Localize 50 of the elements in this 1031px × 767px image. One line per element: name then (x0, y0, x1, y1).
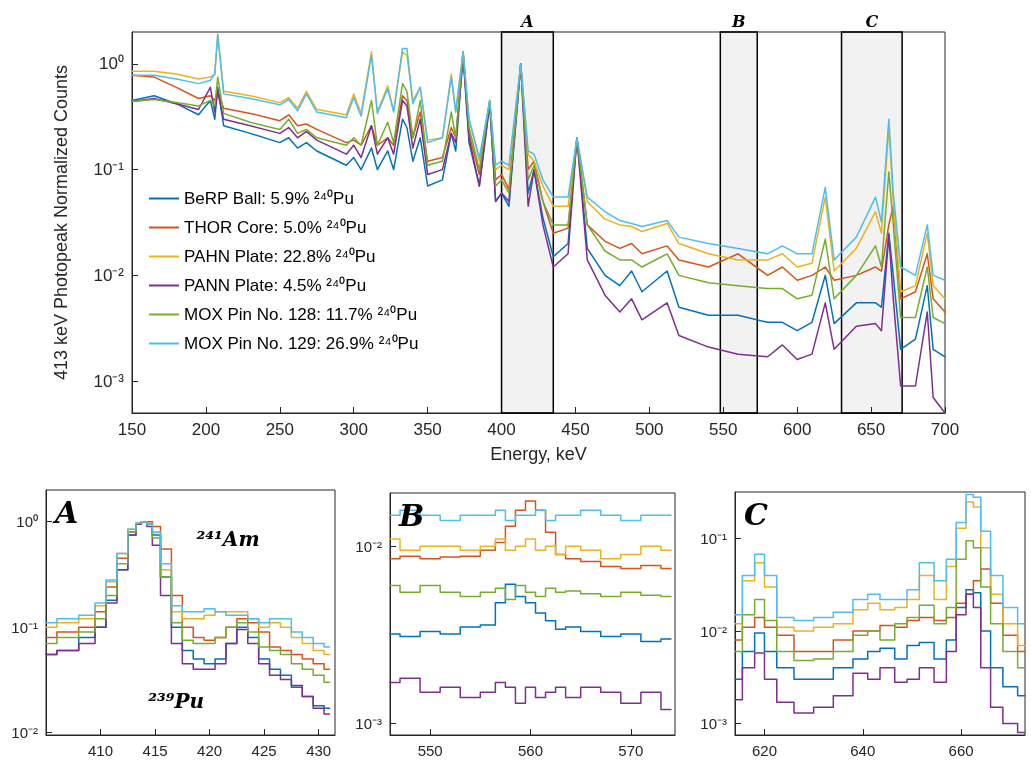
x-tick-label: 150 (117, 420, 147, 439)
chart-title: C (744, 496, 768, 532)
legend-label: BeRP Ball: 5.9% ²⁴⁰Pu (184, 189, 354, 208)
x-tick-label: 250 (265, 420, 295, 439)
y-tick-label: 10⁻² (700, 622, 727, 640)
x-tick-label: 650 (856, 420, 886, 439)
x-tick-label: 430 (306, 742, 332, 759)
y-tick-label: 10⁻² (355, 537, 382, 555)
x-tick-label: 560 (517, 742, 544, 759)
annotation: ²³⁹Pu (148, 688, 204, 713)
y-tick-label: 10⁻³ (700, 714, 727, 732)
x-tick-label: 600 (782, 420, 812, 439)
y-tick-label: 10⁻¹ (700, 530, 727, 548)
legend-label: PAHN Plate: 22.8% ²⁴⁰Pu (184, 247, 376, 266)
legend-label: PANN Plate: 4.5% ²⁴⁰Pu (184, 276, 367, 295)
x-tick-label: 620 (751, 742, 778, 759)
x-tick-label: 570 (618, 742, 644, 759)
x-tick-label: 425 (251, 742, 277, 759)
x-tick-label: 415 (142, 742, 168, 759)
legend-label: THOR Core: 5.0% ²⁴⁰Pu (184, 218, 367, 237)
x-tick-label: 640 (850, 742, 876, 759)
x-tick-label: 450 (561, 420, 590, 439)
y-tick-label: 10⁰ (16, 513, 38, 531)
x-tick-label: 200 (191, 420, 221, 439)
x-tick-label: 550 (709, 420, 738, 439)
y-axis-title: 413 keV Photopeak Normalized Counts (51, 64, 71, 381)
x-tick-label: 400 (487, 420, 516, 439)
annotation: ²⁴¹Am (196, 527, 260, 551)
legend-label: MOX Pin No. 128: 11.7% ²⁴⁰Pu (184, 305, 418, 324)
x-tick-label: 700 (930, 420, 960, 439)
x-tick-label: 550 (417, 742, 443, 759)
y-tick-label: 10⁻¹ (11, 618, 38, 636)
x-tick-label: 660 (948, 742, 974, 759)
y-tick-label: 10⁻¹ (93, 160, 125, 180)
y-tick-label: 10⁰ (99, 54, 124, 74)
y-tick-label: 10⁻³ (355, 714, 382, 732)
x-axis-title: Energy, keV (490, 444, 587, 464)
x-tick-label: 420 (197, 742, 223, 759)
chart-title: A (52, 494, 79, 530)
y-tick-label: 10⁻² (11, 724, 38, 742)
x-tick-label: 300 (339, 420, 368, 439)
y-tick-label: 10⁻² (93, 265, 125, 285)
legend-label: MOX Pin No. 129: 26.9% ²⁴⁰Pu (184, 334, 419, 353)
x-tick-label: 350 (413, 420, 442, 439)
band-label: A (519, 11, 534, 31)
band-label: B (731, 11, 746, 31)
x-tick-label: 410 (88, 742, 114, 759)
y-tick-label: 10⁻³ (93, 371, 125, 391)
x-tick-label: 500 (635, 420, 664, 439)
band-label: C (865, 11, 879, 31)
